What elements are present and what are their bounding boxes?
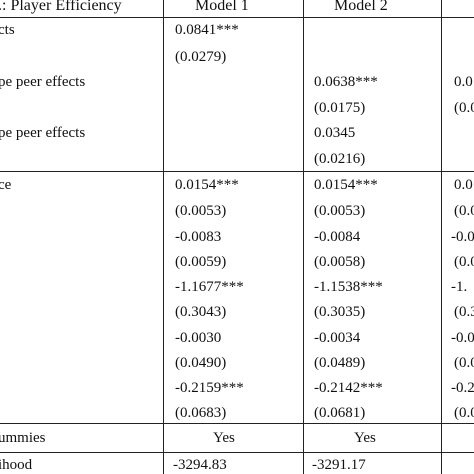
- m3-c3-coef: -1.: [451, 279, 468, 295]
- m2-c2-se: (0.0058): [314, 254, 366, 270]
- m3-type-peer-1-coef: 0.0: [454, 74, 473, 90]
- m2-c1-coef: 0.0154***: [314, 177, 378, 193]
- m3-c2-se: (0.0: [454, 254, 474, 270]
- m1-c1-se: (0.0053): [175, 203, 227, 219]
- m2-c2-coef: -0.0084: [314, 229, 361, 245]
- m1-c4-se: (0.0490): [175, 355, 227, 371]
- row-label-dummies: ummies: [0, 430, 46, 446]
- m2-type-peer-2-coef: 0.0345: [314, 125, 356, 141]
- m2-c3-se: (0.3035): [314, 304, 366, 320]
- m2-type-peer-2-se: (0.0216): [314, 151, 366, 167]
- row-label-log-likelihood: ihood: [0, 457, 33, 473]
- m3-c4-se: (0.0: [454, 355, 474, 371]
- m3-c1-coef: 0.0: [454, 177, 473, 193]
- column-divider-2: [303, 0, 304, 474]
- row-label-type-peer-2: pe peer effects: [0, 125, 86, 141]
- dummies-rule: [0, 452, 474, 453]
- m2-dummies: Yes: [354, 430, 376, 446]
- model-2-header: Model 2: [334, 0, 388, 14]
- row-label-peer-effects: cts: [0, 22, 15, 38]
- column-divider-1: [163, 0, 164, 474]
- m2-c4-coef: -0.0034: [314, 330, 361, 346]
- section-rule: [0, 171, 474, 172]
- column-divider-3: [441, 0, 442, 474]
- m2-c1-se: (0.0053): [314, 203, 366, 219]
- m1-c3-coef: -1.1677***: [175, 279, 244, 295]
- m3-c3-se: (0.3: [454, 304, 474, 320]
- m1-peer-se: (0.0279): [175, 49, 227, 65]
- m1-c4-coef: -0.0030: [175, 330, 222, 346]
- m1-c1-coef: 0.0154***: [175, 177, 239, 193]
- m1-c3-se: (0.3043): [175, 304, 227, 320]
- m2-c4-se: (0.0489): [314, 355, 366, 371]
- m3-c1-se: (0.0: [454, 203, 474, 219]
- row-label-type-peer-1: pe peer effects: [0, 74, 86, 90]
- m2-log-likelihood: -3291.17: [312, 457, 366, 473]
- m1-dummies: Yes: [213, 430, 235, 446]
- m2-c5-coef: -0.2142***: [314, 380, 383, 396]
- controls-rule: [0, 423, 474, 424]
- m3-type-peer-1-se: (0.0: [454, 100, 474, 116]
- m1-c2-coef: -0.0083: [175, 229, 222, 245]
- m1-c2-se: (0.0059): [175, 254, 227, 270]
- m1-peer-coef: 0.0841***: [175, 22, 239, 38]
- m3-c5-se: (0.0: [454, 405, 474, 421]
- m2-c5-se: (0.0681): [314, 405, 366, 421]
- m1-c5-coef: -0.2159***: [175, 380, 244, 396]
- m2-type-peer-1-coef: 0.0638***: [314, 74, 378, 90]
- m1-log-likelihood: -3294.83: [173, 457, 227, 473]
- m3-c4-coef: -0.0: [451, 330, 474, 346]
- dependent-variable-header: ...: Player Efficiency: [0, 0, 122, 14]
- header-rule: [0, 17, 474, 18]
- m3-c5-coef: -0.2: [451, 380, 474, 396]
- m1-c5-se: (0.0683): [175, 405, 227, 421]
- m3-c2-coef: -0.0: [451, 229, 474, 245]
- m2-type-peer-1-se: (0.0175): [314, 100, 366, 116]
- row-label-control: ce: [0, 177, 12, 193]
- model-1-header: Model 1: [195, 0, 249, 14]
- m2-c3-coef: -1.1538***: [314, 279, 383, 295]
